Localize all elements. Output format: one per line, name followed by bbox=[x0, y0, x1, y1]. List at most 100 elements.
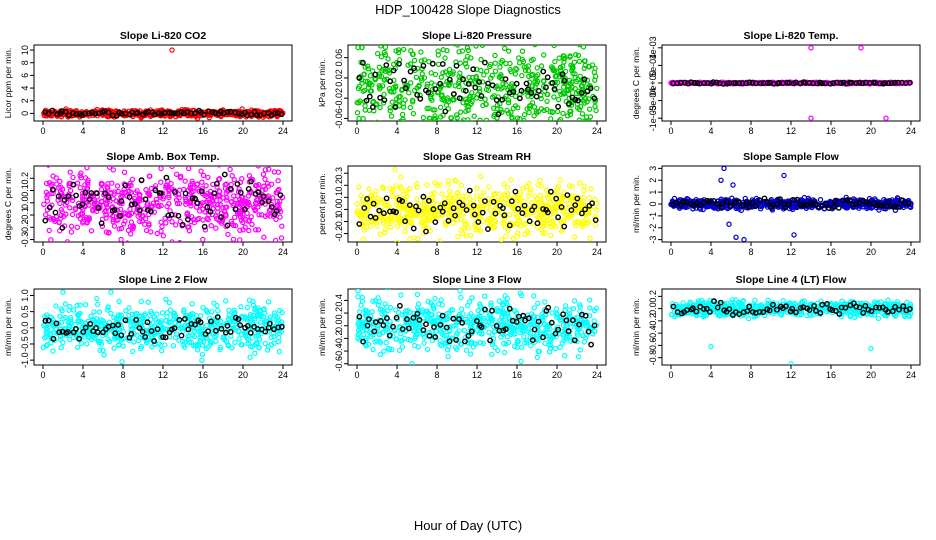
mean-point bbox=[794, 196, 801, 203]
data-point bbox=[481, 189, 487, 196]
data-point bbox=[253, 197, 260, 203]
outlier-point bbox=[355, 45, 361, 51]
data-point bbox=[118, 225, 125, 232]
data-point bbox=[105, 230, 112, 236]
panel-title: Slope Gas Stream RH bbox=[423, 151, 531, 163]
mean-point bbox=[534, 220, 541, 227]
data-point bbox=[66, 322, 73, 329]
y-tick-label: 0e+00 bbox=[648, 70, 658, 95]
data-point bbox=[186, 199, 193, 206]
data-point bbox=[198, 330, 204, 336]
mean-point bbox=[809, 200, 816, 207]
mean-point bbox=[481, 59, 488, 66]
data-point bbox=[208, 193, 214, 200]
data-point bbox=[153, 199, 160, 205]
data-point bbox=[440, 47, 446, 53]
mean-point bbox=[52, 209, 59, 216]
x-tick-label: 20 bbox=[552, 126, 562, 136]
data-point bbox=[149, 203, 155, 209]
mean-point bbox=[476, 79, 483, 85]
data-point bbox=[245, 337, 252, 344]
data-point bbox=[365, 85, 371, 91]
data-point bbox=[92, 201, 98, 208]
data-point bbox=[446, 212, 452, 219]
data-point bbox=[146, 173, 153, 179]
mean-point bbox=[201, 223, 208, 230]
data-point bbox=[114, 183, 121, 189]
data-point bbox=[552, 207, 558, 214]
data-point bbox=[548, 116, 554, 121]
data-point bbox=[131, 195, 138, 202]
data-point bbox=[488, 215, 494, 222]
mean-point bbox=[885, 198, 892, 205]
x-tick-label: 16 bbox=[198, 370, 208, 380]
mean-point bbox=[785, 201, 792, 208]
data-point bbox=[367, 80, 373, 87]
data-point bbox=[225, 231, 231, 238]
mean-point bbox=[736, 199, 743, 206]
mean-point bbox=[432, 219, 439, 226]
data-point bbox=[249, 344, 255, 350]
y-tick-label: 8 bbox=[20, 60, 30, 65]
mean-point bbox=[777, 196, 783, 203]
data-point bbox=[166, 187, 172, 193]
data-point bbox=[228, 218, 234, 225]
data-point bbox=[519, 72, 525, 79]
data-point bbox=[223, 204, 230, 210]
data-point bbox=[272, 237, 279, 242]
mean-point bbox=[122, 182, 129, 189]
data-point bbox=[545, 91, 551, 98]
mean-point bbox=[42, 217, 49, 224]
data-point bbox=[395, 49, 402, 56]
data-point bbox=[154, 230, 160, 237]
mean-point bbox=[189, 195, 196, 202]
data-point bbox=[492, 190, 498, 197]
data-point bbox=[451, 45, 457, 47]
data-point bbox=[58, 212, 64, 219]
x-tick-label: 24 bbox=[592, 247, 602, 257]
data-point bbox=[419, 71, 425, 77]
mean-point bbox=[50, 186, 56, 193]
data-point bbox=[264, 180, 271, 187]
data-point bbox=[573, 78, 580, 85]
mean-point bbox=[192, 195, 198, 202]
data-point bbox=[227, 166, 233, 173]
data-point bbox=[525, 63, 532, 69]
mean-point bbox=[113, 113, 120, 119]
data-point bbox=[134, 188, 140, 194]
data-point bbox=[537, 177, 543, 184]
data-point bbox=[108, 189, 114, 196]
data-point bbox=[276, 330, 283, 337]
data-point bbox=[573, 222, 579, 229]
y-tick-label: 2 bbox=[648, 178, 658, 183]
mean-point bbox=[701, 80, 708, 87]
mean-point bbox=[232, 206, 239, 213]
data-point bbox=[462, 61, 469, 67]
data-point bbox=[364, 34, 368, 38]
data-point bbox=[398, 185, 404, 192]
data-point bbox=[432, 107, 438, 113]
data-point bbox=[180, 342, 187, 349]
mean-point bbox=[519, 210, 526, 217]
data-point bbox=[569, 184, 576, 190]
mean-point bbox=[490, 198, 497, 205]
mean-point bbox=[118, 198, 125, 205]
mean-point bbox=[224, 109, 231, 115]
data-point bbox=[54, 181, 60, 187]
data-point bbox=[58, 206, 65, 213]
mean-point bbox=[396, 60, 402, 67]
data-point bbox=[413, 74, 420, 81]
data-point bbox=[701, 197, 707, 203]
y-tick-label: 0.5 bbox=[20, 305, 30, 318]
mean-point bbox=[372, 71, 379, 78]
data-point bbox=[74, 344, 81, 350]
data-point bbox=[43, 212, 49, 218]
data-point bbox=[407, 139, 411, 143]
data-point bbox=[515, 230, 521, 236]
data-point bbox=[555, 184, 562, 190]
data-point bbox=[463, 80, 469, 86]
data-point bbox=[515, 221, 521, 227]
y-tick-label: -0.5 bbox=[20, 336, 30, 352]
data-point bbox=[455, 233, 461, 240]
mean-point bbox=[450, 91, 457, 97]
